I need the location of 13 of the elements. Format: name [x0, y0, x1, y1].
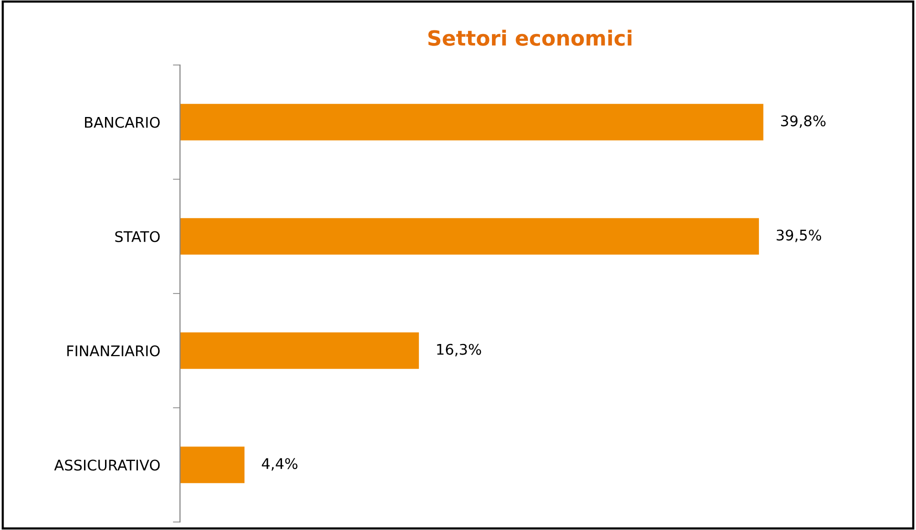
chart-title: Settori economici [428, 30, 632, 46]
data-label: 16,3% [437, 344, 482, 356]
bar [180, 446, 244, 484]
bar [180, 332, 419, 369]
bar [180, 104, 764, 140]
data-label: 4,4% [262, 458, 298, 471]
y-tick-label: FINANZIARIO [67, 345, 160, 356]
data-label: 39,8% [781, 115, 826, 128]
data-label: 39,5% [776, 230, 822, 242]
y-tick-label: BANCARIO [85, 116, 160, 128]
bar [180, 218, 759, 255]
y-tick-label: ASSICURATIVO [54, 460, 160, 471]
y-tick-label: STATO [115, 231, 160, 242]
